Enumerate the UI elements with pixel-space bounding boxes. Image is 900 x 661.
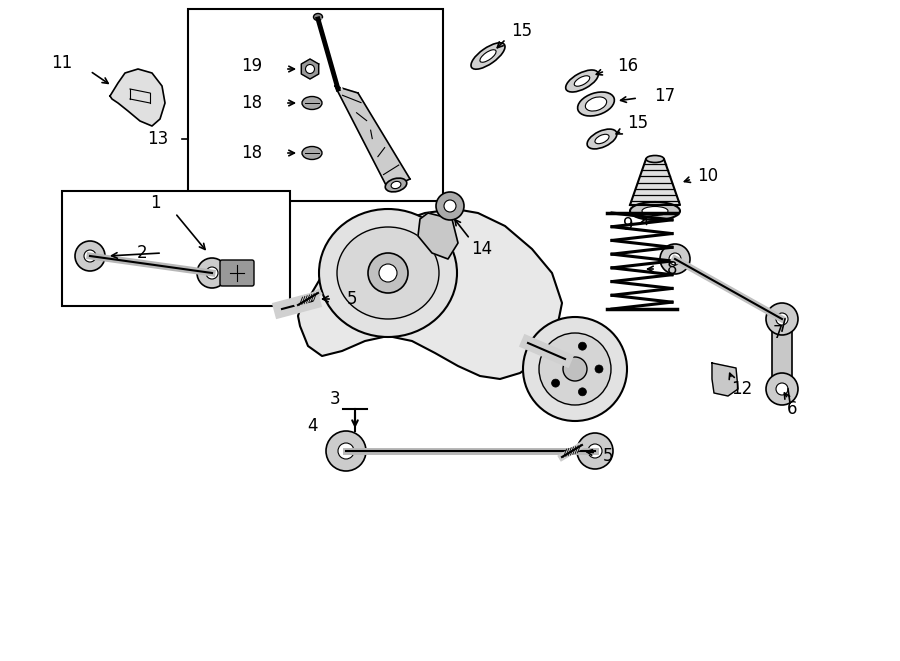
Text: 13: 13 (148, 130, 168, 148)
Polygon shape (302, 59, 319, 79)
Ellipse shape (302, 147, 322, 159)
Ellipse shape (313, 13, 322, 20)
Text: 8: 8 (667, 260, 677, 278)
Ellipse shape (642, 206, 668, 215)
Circle shape (305, 65, 314, 73)
Circle shape (776, 383, 788, 395)
Bar (188, 9, 443, 201)
Ellipse shape (337, 227, 439, 319)
Polygon shape (712, 363, 738, 396)
FancyBboxPatch shape (220, 260, 254, 286)
Polygon shape (110, 69, 165, 126)
Ellipse shape (392, 181, 400, 188)
Text: 9: 9 (623, 216, 634, 234)
Circle shape (669, 253, 681, 265)
Text: 18: 18 (241, 144, 263, 162)
Ellipse shape (566, 70, 598, 92)
Polygon shape (418, 213, 458, 259)
Ellipse shape (578, 92, 615, 116)
Ellipse shape (302, 97, 322, 110)
Text: 16: 16 (617, 57, 639, 75)
Text: 6: 6 (787, 400, 797, 418)
Circle shape (84, 250, 96, 262)
Text: 5: 5 (346, 290, 357, 308)
Text: 4: 4 (307, 417, 317, 435)
Circle shape (579, 342, 587, 350)
Text: 19: 19 (241, 57, 263, 75)
Ellipse shape (646, 155, 664, 163)
Circle shape (776, 313, 788, 325)
Circle shape (595, 365, 603, 373)
Circle shape (436, 192, 464, 220)
Circle shape (766, 303, 798, 335)
Text: 15: 15 (511, 22, 533, 40)
Text: 18: 18 (241, 94, 263, 112)
Ellipse shape (471, 43, 505, 69)
Circle shape (379, 264, 397, 282)
Ellipse shape (480, 50, 496, 62)
Circle shape (444, 200, 456, 212)
Text: 1: 1 (149, 194, 160, 212)
Ellipse shape (630, 202, 680, 220)
Circle shape (197, 258, 227, 288)
Text: 3: 3 (329, 390, 340, 408)
Text: 11: 11 (51, 54, 73, 72)
Circle shape (206, 267, 218, 279)
Circle shape (577, 433, 613, 469)
Circle shape (766, 373, 798, 405)
Circle shape (579, 388, 587, 396)
Ellipse shape (319, 209, 457, 337)
Text: 14: 14 (472, 240, 492, 258)
Circle shape (552, 379, 560, 387)
Circle shape (75, 241, 105, 271)
Circle shape (326, 431, 366, 471)
Bar (772, 319, 792, 389)
Ellipse shape (385, 178, 407, 192)
Ellipse shape (587, 129, 617, 149)
Ellipse shape (574, 76, 590, 86)
Polygon shape (298, 209, 562, 379)
Text: 12: 12 (732, 380, 752, 398)
Circle shape (368, 253, 408, 293)
Polygon shape (630, 159, 680, 205)
Circle shape (660, 244, 690, 274)
Circle shape (588, 444, 602, 458)
Bar (62, 191, 290, 306)
Circle shape (523, 317, 627, 421)
Circle shape (563, 357, 587, 381)
Circle shape (539, 333, 611, 405)
Text: 15: 15 (627, 114, 649, 132)
Text: 5: 5 (603, 447, 613, 465)
Circle shape (338, 443, 354, 459)
Ellipse shape (595, 134, 609, 143)
Text: 7: 7 (773, 324, 783, 342)
Text: 10: 10 (698, 167, 718, 185)
Text: 2: 2 (137, 244, 148, 262)
Polygon shape (335, 86, 410, 189)
Ellipse shape (585, 97, 607, 111)
Text: 17: 17 (654, 87, 676, 105)
Circle shape (552, 351, 560, 359)
